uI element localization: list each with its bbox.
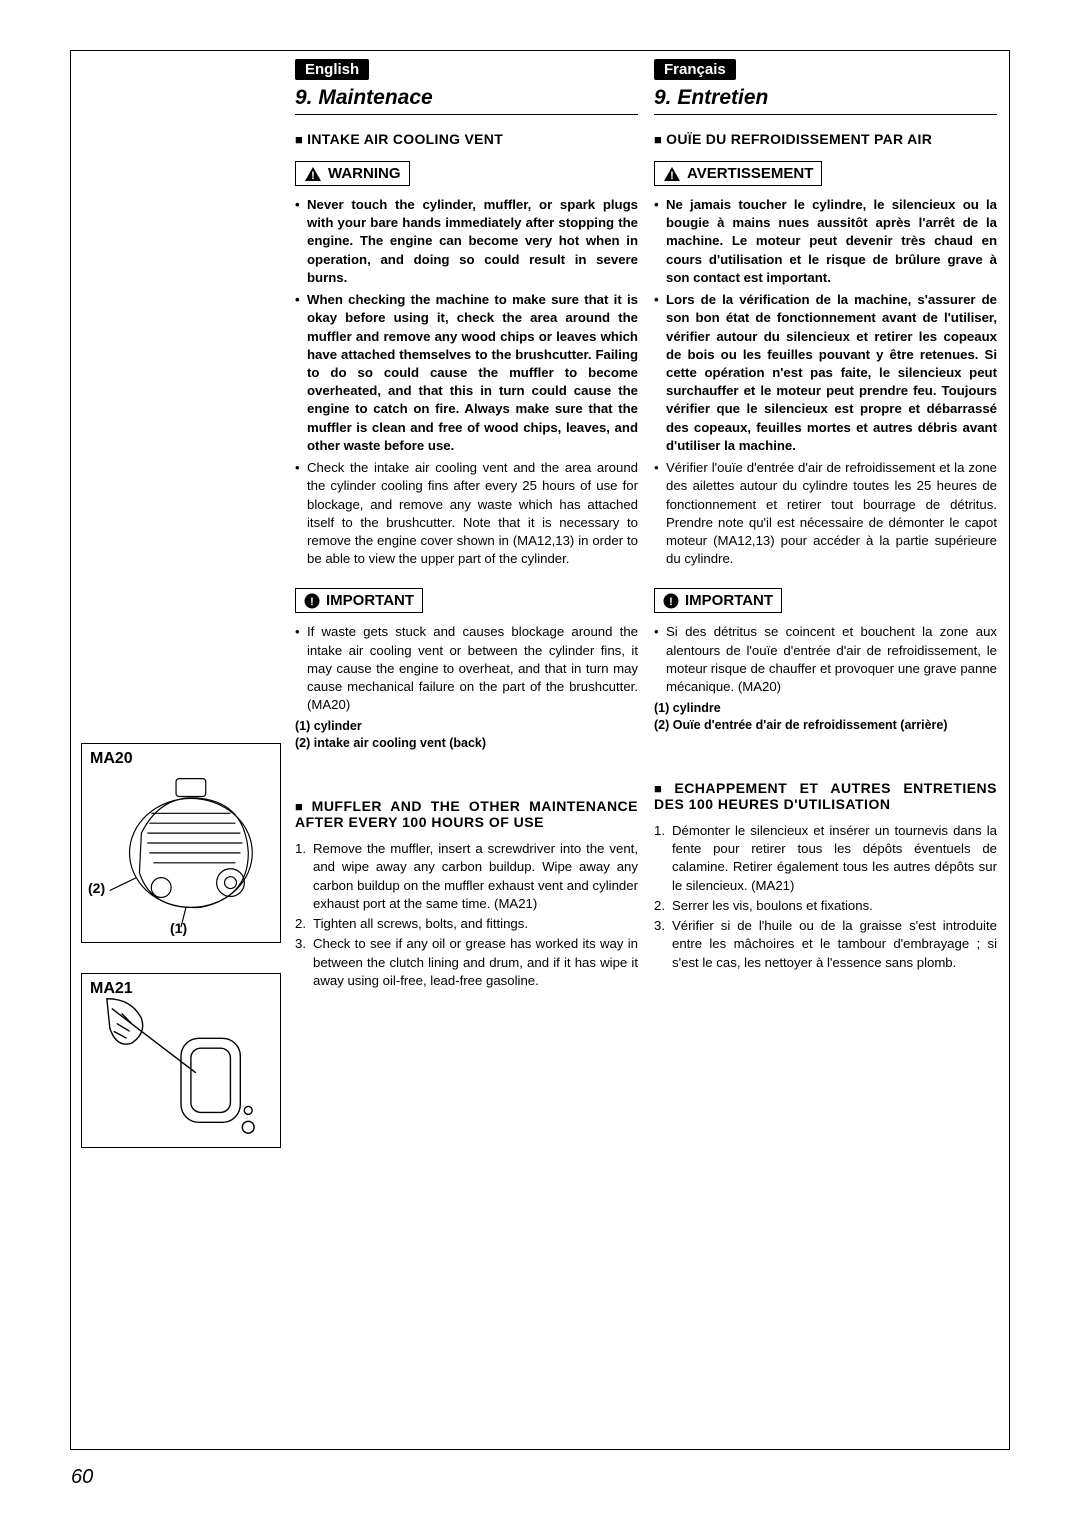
heading-muffler: ■ECHAPPEMENT ET AUTRES ENTRETIENS DES 10…: [654, 780, 997, 812]
warning-label: WARNING: [328, 165, 401, 182]
heading-intake: ■INTAKE AIR COOLING VENT: [295, 131, 638, 147]
engine-illustration: [82, 744, 280, 942]
figure-ma21: MA21: [81, 973, 281, 1148]
screwdriver-illustration: [82, 974, 280, 1147]
list-item: 1.Remove the muffler, insert a screwdriv…: [295, 840, 638, 913]
section-title: 9. Entretien: [654, 86, 997, 110]
important-bullets: If waste gets stuck and causes blockage …: [295, 623, 638, 714]
heading-text: ECHAPPEMENT ET AUTRES ENTRETIENS DES 100…: [654, 780, 997, 812]
muffler-list: 1.Remove the muffler, insert a screwdriv…: [295, 840, 638, 990]
list-item: 3.Check to see if any oil or grease has …: [295, 935, 638, 990]
muffler-list: 1.Démonter le silencieux et insérer un t…: [654, 822, 997, 972]
figure-label: MA21: [90, 980, 133, 998]
bullet-item: Check the intake air cooling vent and th…: [295, 459, 638, 568]
key-list: (1) cylinder (2) intake air cooling vent…: [295, 718, 638, 752]
lang-badge-french: Français: [654, 59, 736, 80]
bullet-item: Vérifier l'ouïe d'entrée d'air de refroi…: [654, 459, 997, 568]
bullet-item: Ne jamais toucher le cylindre, le silenc…: [654, 196, 997, 287]
english-column: English 9. Maintenace ■INTAKE AIR COOLIN…: [291, 51, 650, 1449]
svg-text:!: !: [670, 170, 674, 182]
page-frame: MA20 (2) (1): [70, 50, 1010, 1450]
svg-text:!: !: [310, 596, 314, 608]
list-text: Vérifier si de l'huile ou de la graisse …: [672, 918, 997, 969]
warning-icon: !: [304, 166, 322, 182]
columns: MA20 (2) (1): [71, 51, 1009, 1449]
heading-intake: ■OUÏE DU REFROIDISSEMENT PAR AIR: [654, 131, 997, 147]
important-bullets: Si des détritus se coincent et bouchent …: [654, 623, 997, 696]
warning-bullets: Ne jamais toucher le cylindre, le silenc…: [654, 196, 997, 568]
french-column: Français 9. Entretien ■OUÏE DU REFROIDIS…: [650, 51, 1009, 1449]
warning-label: AVERTISSEMENT: [687, 165, 813, 182]
list-item: 1.Démonter le silencieux et insérer un t…: [654, 822, 997, 895]
svg-text:!: !: [311, 170, 315, 182]
warning-bullets: Never touch the cylinder, muffler, or sp…: [295, 196, 638, 568]
warning-icon: !: [663, 166, 681, 182]
bullet-item: Si des détritus se coincent et bouchent …: [654, 623, 997, 696]
important-label: IMPORTANT: [326, 592, 414, 609]
key-item: (1) cylinder: [295, 718, 638, 735]
bullet-item: When checking the machine to make sure t…: [295, 291, 638, 455]
heading-text: INTAKE AIR COOLING VENT: [307, 131, 503, 147]
key-item: (1) cylindre: [654, 700, 997, 717]
section-title: 9. Maintenace: [295, 86, 638, 110]
key-item: (2) Ouïe d'entrée d'air de refroidisseme…: [654, 717, 997, 734]
list-text: Démonter le silencieux et insérer un tou…: [672, 823, 997, 893]
figure-callout-2: (2): [88, 880, 105, 896]
heading-text: OUÏE DU REFROIDISSEMENT PAR AIR: [666, 131, 932, 147]
svg-text:!: !: [669, 596, 673, 608]
list-item: 2.Serrer les vis, boulons et fixations.: [654, 897, 997, 915]
figure-ma20: MA20 (2) (1): [81, 743, 281, 943]
list-item: 3.Vérifier si de l'huile ou de la graiss…: [654, 917, 997, 972]
warning-box: ! AVERTISSEMENT: [654, 161, 822, 186]
list-text: Remove the muffler, insert a screwdriver…: [313, 841, 638, 911]
list-text: Serrer les vis, boulons et fixations.: [672, 898, 873, 913]
sidebar: MA20 (2) (1): [71, 51, 291, 1449]
list-text: Check to see if any oil or grease has wo…: [313, 936, 638, 987]
lang-badge-english: English: [295, 59, 369, 80]
important-label: IMPORTANT: [685, 592, 773, 609]
key-item: (2) intake air cooling vent (back): [295, 735, 638, 752]
heading-muffler: ■MUFFLER AND THE OTHER MAINTENANCE AFTER…: [295, 798, 638, 830]
heading-text: MUFFLER AND THE OTHER MAINTENANCE AFTER …: [295, 798, 638, 830]
important-box: ! IMPORTANT: [654, 588, 782, 613]
bullet-item: Lors de la vérification de la machine, s…: [654, 291, 997, 455]
figure-callout-1: (1): [170, 920, 187, 936]
bullet-item: Never touch the cylinder, muffler, or sp…: [295, 196, 638, 287]
figure-label: MA20: [90, 750, 133, 768]
important-box: ! IMPORTANT: [295, 588, 423, 613]
bullet-item: If waste gets stuck and causes blockage …: [295, 623, 638, 714]
page-number: 60: [71, 1466, 93, 1489]
key-list: (1) cylindre (2) Ouïe d'entrée d'air de …: [654, 700, 997, 734]
important-icon: !: [304, 593, 320, 609]
important-icon: !: [663, 593, 679, 609]
list-text: Tighten all screws, bolts, and fittings.: [313, 916, 528, 931]
warning-box: ! WARNING: [295, 161, 410, 186]
list-item: 2.Tighten all screws, bolts, and fitting…: [295, 915, 638, 933]
